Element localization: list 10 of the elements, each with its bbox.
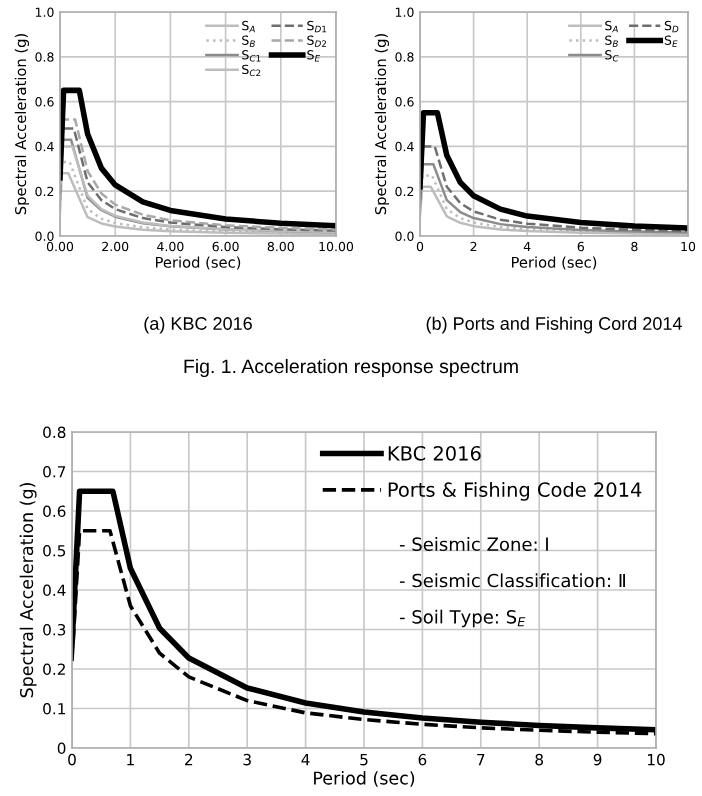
annotation: - Seismic Zone: Ⅰ [399,537,548,551]
y-axis-title: Spectral Acceleration (g) [19,483,37,698]
x-axis-title: Period (sec) [314,771,415,787]
legend-label: KBC 2016 [388,445,481,461]
text: (a) KBC 2016 [144,316,252,334]
annotation: - Seismic Classification: Ⅱ [399,573,625,588]
annotation: - Soil Type: S$_{E}$ [399,609,526,628]
text: (b) Ports and Fishing Cord 2014 [426,316,682,334]
caption: Fig. 1. Acceleration response spectrum [184,358,518,378]
legend-label: Ports & Fishing Code 2014 [388,481,642,501]
